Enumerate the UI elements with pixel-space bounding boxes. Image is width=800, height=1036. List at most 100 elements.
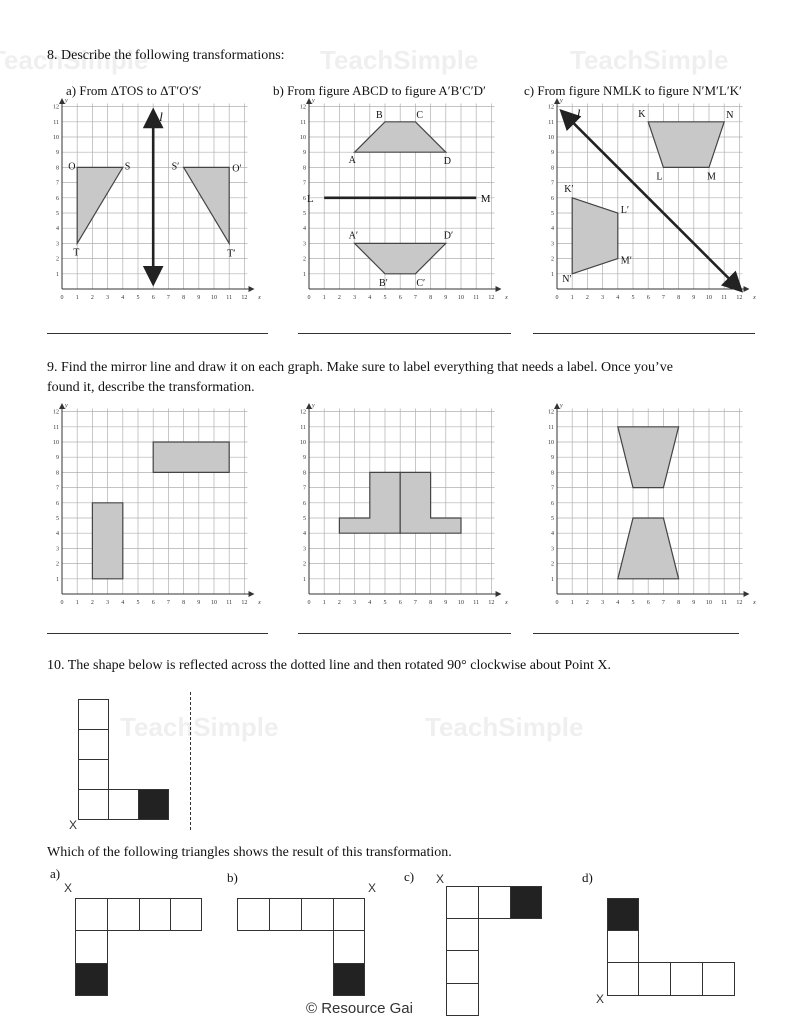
x-tick-label: 4 [616,600,619,606]
dotted-mirror-line [190,692,191,830]
answer-line-8b[interactable] [298,333,511,334]
y-axis-label: y [64,403,68,409]
y-tick-label: 9 [551,455,554,461]
y-tick-label: 11 [548,425,554,431]
x-tick-label: 4 [368,600,371,606]
shape-polygon [617,426,680,489]
y-tick-label: 2 [56,257,59,263]
y-tick-label: 3 [303,241,306,247]
y-tick-label: 7 [56,486,59,492]
x-tick-label: 11 [226,295,232,301]
x-tick-label: 4 [121,295,124,301]
x-tick-label: 5 [384,600,387,606]
option-b-label[interactable]: b) [227,870,238,885]
y-tick-label: 1 [303,577,306,583]
x-tick-label: 9 [197,600,200,606]
answer-line-8c[interactable] [533,333,755,334]
y-tick-label: 4 [56,531,59,537]
option-c-x-label: X [436,872,445,886]
x-axis-label: x [504,295,508,301]
y-axis-label: y [559,403,563,409]
vertex-label: N [726,110,733,121]
x-tick-label: 6 [399,295,402,301]
y-tick-label: 6 [56,501,59,507]
mirror-line [559,109,744,293]
y-tick-label: 11 [300,425,306,431]
x-axis-label: x [257,295,261,301]
y-tick-label: 3 [56,241,59,247]
vertex-label: M [707,171,716,182]
vertex-label: B [376,110,383,121]
x-tick-label: 1 [76,295,79,301]
vertex-label: C′ [416,278,425,289]
x-tick-label: 8 [429,600,432,606]
x-tick-label: 4 [368,295,371,301]
y-tick-label: 1 [56,577,59,583]
option-d-label[interactable]: d) [582,870,593,885]
point-x-label: X [69,818,78,832]
option-b-x-label: X [368,881,377,895]
y-tick-label: 6 [551,196,554,202]
y-tick-label: 4 [551,226,554,232]
y-tick-label: 12 [548,410,554,416]
q8-title: 8. Describe the following transformation… [47,48,285,63]
y-tick-label: 2 [56,562,59,568]
x-tick-label: 5 [632,295,635,301]
vertex-label: S′ [172,161,180,172]
vertex-label: O′ [232,163,241,174]
x-tick-label: 11 [473,295,479,301]
vertex-label: M′ [621,256,632,267]
y-tick-label: 1 [56,272,59,278]
option-c-label[interactable]: c) [404,869,415,884]
vertex-label: C [416,110,423,121]
x-tick-label: 12 [488,600,494,606]
answer-line-8a[interactable] [47,333,268,334]
answer-line-9a[interactable] [47,633,268,634]
y-tick-label: 5 [551,516,554,522]
answer-line-9c[interactable] [533,633,739,634]
x-tick-label: 11 [721,600,727,606]
x-tick-label: 2 [586,600,589,606]
y-tick-label: 3 [551,241,554,247]
x-tick-label: 7 [167,295,170,301]
y-tick-label: 6 [303,196,306,202]
vertex-label: A′ [349,230,358,241]
y-tick-label: 9 [303,455,306,461]
x-tick-label: 10 [211,600,217,606]
watermark: TeachSimple [570,45,729,75]
vertex-label: T [73,247,79,258]
y-tick-label: 1 [551,577,554,583]
vertex-label: L′ [621,205,629,216]
y-tick-label: 10 [548,440,554,446]
x-tick-label: 6 [152,600,155,606]
y-tick-label: 12 [53,410,59,416]
vertex-label: A [349,155,357,166]
option-a-label[interactable]: a) [50,866,61,881]
q9-title-line1: 9. Find the mirror line and draw it on e… [47,360,673,375]
y-tick-label: 7 [56,181,59,187]
line-label: l [577,106,581,121]
x-tick-label: 6 [647,295,650,301]
y-tick-label: 3 [551,546,554,552]
q8c-label: c) From figure NMLK to figure N′M′L′K′ [524,83,742,98]
answer-line-9b[interactable] [298,633,511,634]
y-tick-label: 9 [56,455,59,461]
shape-polygon [399,471,462,534]
y-tick-label: 9 [56,150,59,156]
y-tick-label: 5 [56,211,59,217]
y-tick-label: 8 [551,470,554,476]
x-tick-label: 7 [662,295,665,301]
x-tick-label: 2 [586,295,589,301]
y-tick-label: 3 [56,546,59,552]
y-tick-label: 1 [551,272,554,278]
x-tick-label: 1 [323,295,326,301]
q9-title-line2: found it, describe the transformation. [47,380,255,395]
x-tick-label: 0 [556,295,559,301]
x-tick-label: 2 [338,600,341,606]
